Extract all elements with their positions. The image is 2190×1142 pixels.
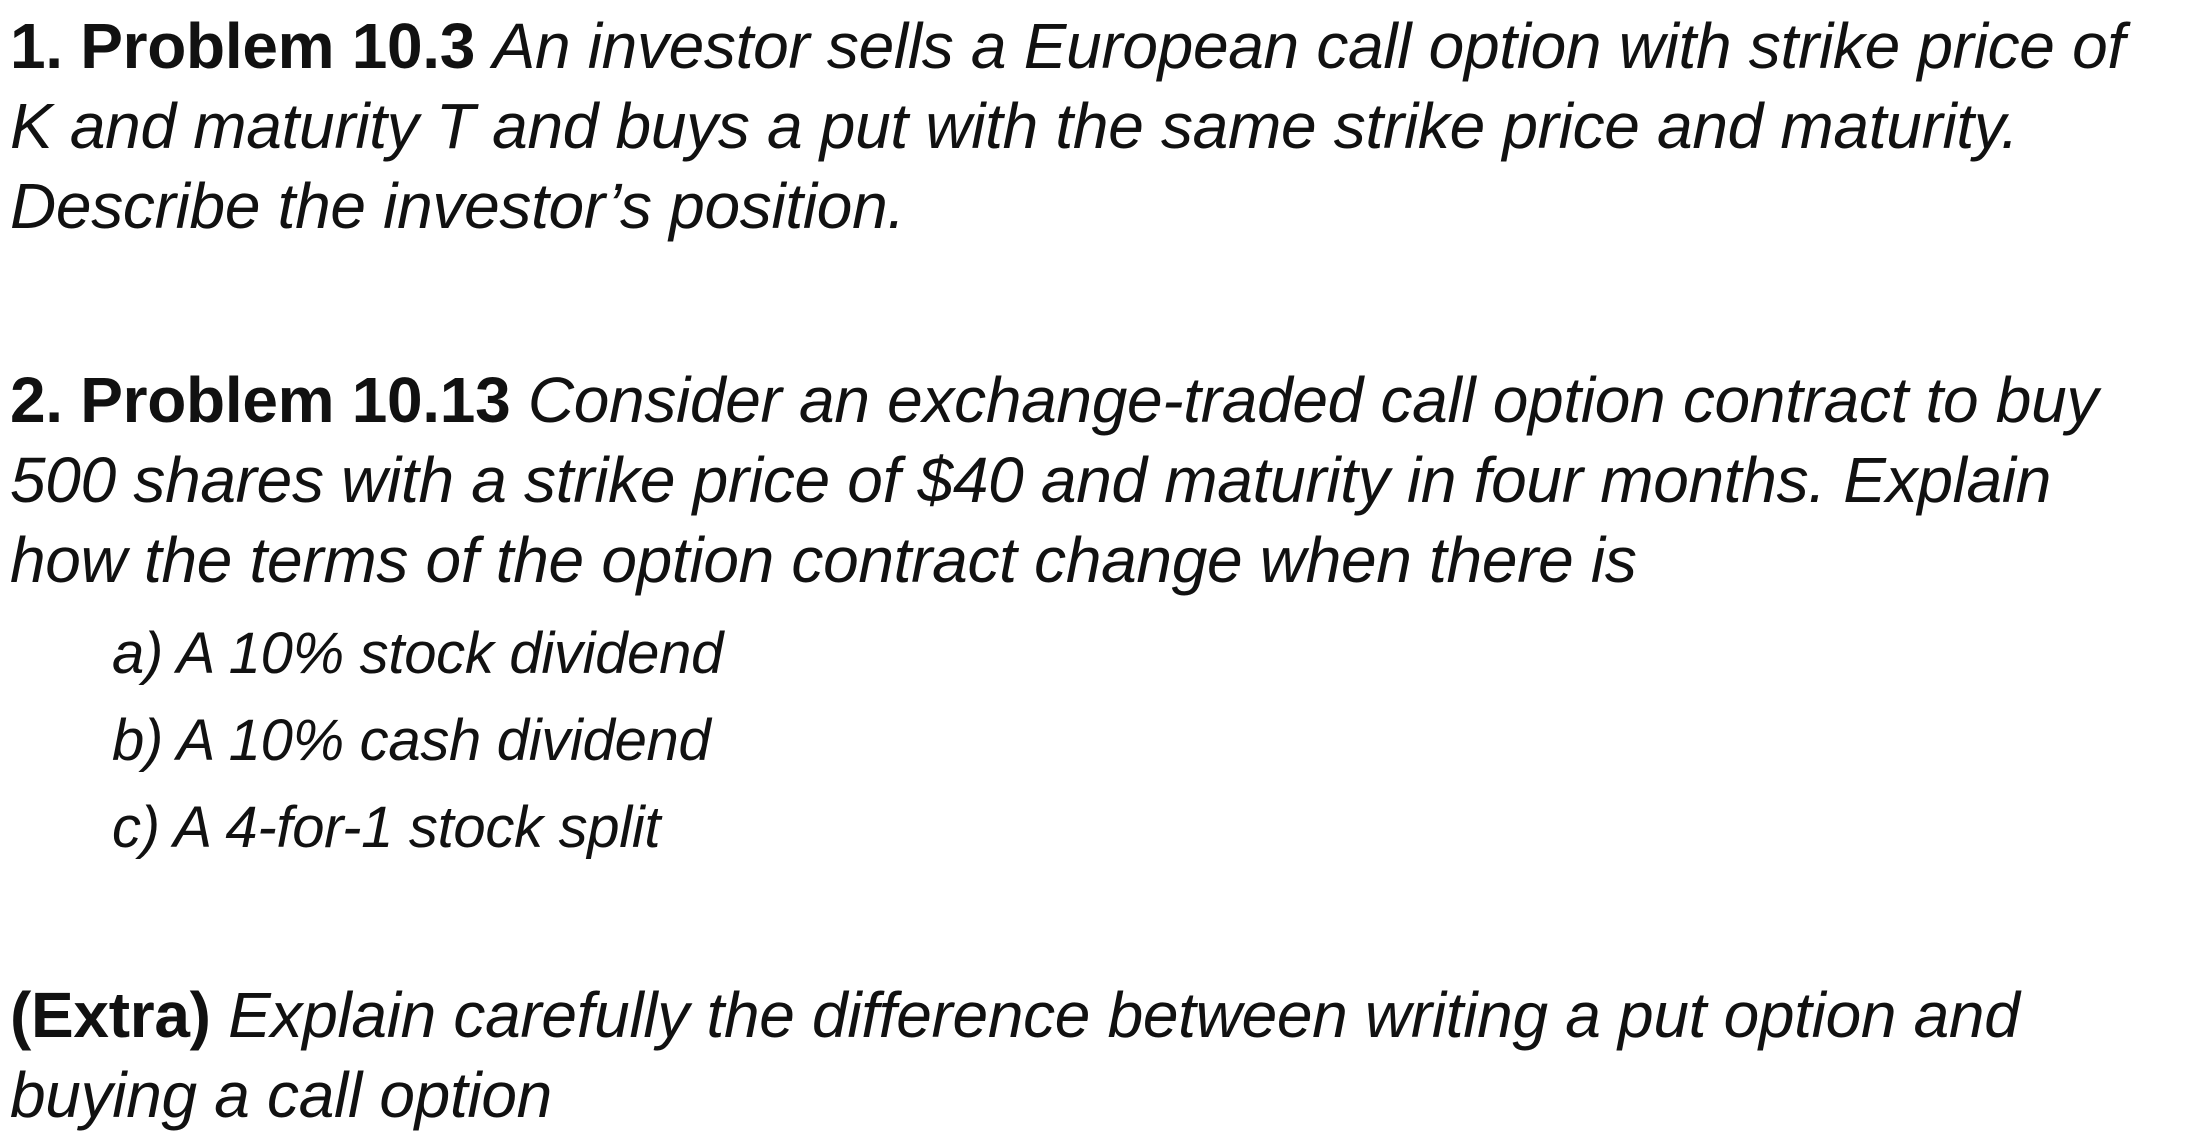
extra-label: (Extra) <box>10 979 211 1051</box>
problem-2: 2. Problem 10.13 Consider an exchange-tr… <box>10 360 2180 600</box>
problem-1-text: An investor sells a European call option… <box>10 10 2125 242</box>
subitem-a: a) A 10% stock dividend <box>112 621 724 686</box>
problem-2-subitems: a) A 10% stock dividend b) A 10% cash di… <box>112 610 723 871</box>
subitem-b: b) A 10% cash dividend <box>112 708 711 773</box>
problem-2-text: Consider an exchange-traded call option … <box>10 364 2099 596</box>
subitem-c: c) A 4-for-1 stock split <box>112 795 661 860</box>
extra-text: Explain carefully the difference between… <box>10 979 2020 1131</box>
problem-1-label: 1. Problem 10.3 <box>10 10 476 82</box>
problem-1: 1. Problem 10.3 An investor sells a Euro… <box>10 6 2180 246</box>
problem-2-label: 2. Problem 10.13 <box>10 364 511 436</box>
extra-problem: (Extra) Explain carefully the difference… <box>10 975 2180 1135</box>
